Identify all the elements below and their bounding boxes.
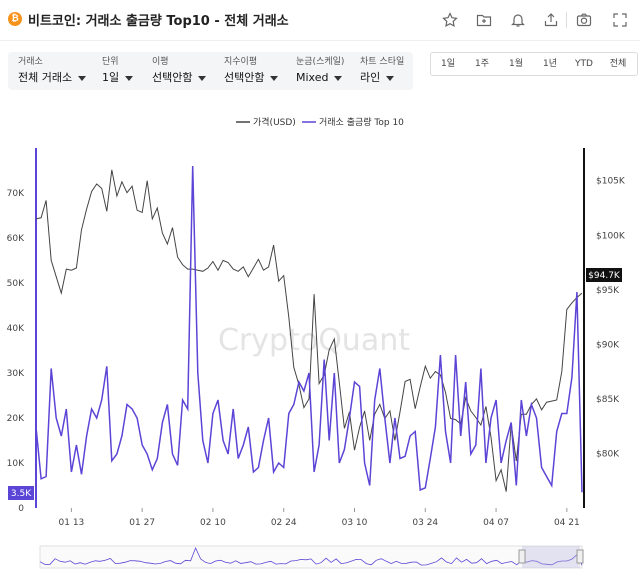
right-tick-label: $105K — [596, 177, 626, 187]
bell-icon[interactable] — [508, 10, 528, 30]
scale-value-text: Mixed — [296, 71, 329, 84]
chevron-down-icon — [270, 75, 279, 81]
navigator-left-handle[interactable] — [518, 549, 526, 564]
exchange-value: 전체 거래소 — [18, 70, 98, 86]
range-selector: 1일 1주 1월 1년 YTD 전체 — [430, 52, 638, 76]
right-tick-label: $100K — [596, 231, 626, 241]
share-icon[interactable] — [541, 10, 561, 30]
navigator-track — [39, 545, 583, 569]
left-tick-label: 40K — [7, 324, 25, 334]
price-last-value: $94.7K — [586, 268, 622, 282]
navigator[interactable] — [39, 545, 584, 569]
flow-last-value-bg — [8, 486, 34, 500]
left-tick-label: 20K — [7, 414, 25, 424]
bitcoin-icon: ₿ — [8, 12, 22, 26]
exchange-label: 거래소 — [18, 57, 43, 67]
x-tick-label: 04 21 — [554, 518, 580, 528]
range-all-button[interactable]: 전체 — [609, 59, 627, 69]
navigator-selection[interactable] — [522, 546, 580, 568]
ma-value: 선택안함 — [152, 70, 220, 86]
scale-value: Mixed — [296, 70, 356, 86]
right-y-axis: $80K $85K $90K $95K $100K $105K — [583, 148, 626, 508]
unit-value-text: 1일 — [102, 71, 120, 84]
range-ytd-button[interactable]: YTD — [575, 59, 593, 69]
right-tick-label: $85K — [596, 395, 620, 405]
chevron-down-icon — [386, 75, 395, 81]
left-tick-label: 30K — [7, 369, 25, 379]
ma-label: 이평 — [152, 57, 169, 67]
watermark: CryptoQuant — [218, 323, 410, 358]
price-series-line — [35, 169, 583, 492]
navigator-series-line — [39, 546, 583, 566]
price-last-value-label: $94.7K — [588, 271, 621, 281]
expand-icon[interactable] — [610, 10, 630, 30]
x-axis: 01 13 01 27 02 10 02 24 03 10 03 24 04 07 04 21 — [59, 508, 580, 528]
right-tick-label: $95K — [596, 286, 620, 296]
unit-label: 단위 — [102, 57, 119, 67]
left-tick-label: 70K — [7, 189, 25, 199]
ma-value-text: 선택안함 — [152, 71, 193, 84]
star-icon[interactable] — [440, 10, 460, 30]
x-tick-label: 03 10 — [342, 518, 368, 528]
unit-value: 1일 — [102, 70, 148, 86]
x-tick-label: 01 27 — [129, 518, 155, 528]
legend-flow-label[interactable]: 거래소 출금량 Top 10 — [319, 116, 404, 128]
style-select[interactable]: 차트 스타일 라인 — [360, 56, 412, 88]
chart-controls: 거래소 전체 거래소 단위 1일 이평 선택안함 지수이평 선택안함 눈금(스케… — [8, 52, 413, 90]
ema-value-text: 선택안함 — [224, 71, 265, 84]
legend: 가격(USD) 거래소 출금량 Top 10 — [236, 116, 404, 128]
chevron-down-icon — [334, 75, 343, 81]
ema-value: 선택안함 — [224, 70, 292, 86]
toolbar-divider — [566, 12, 567, 28]
x-tick-label: 01 13 — [59, 518, 85, 528]
x-tick-label: 03 24 — [412, 518, 438, 528]
chevron-down-icon — [198, 75, 207, 81]
navigator-right-handle[interactable] — [576, 549, 584, 564]
style-value: 라인 — [360, 70, 412, 86]
chart-header: ₿ 비트코인: 거래소 출금량 Top10 - 전체 거래소 — [0, 0, 640, 41]
page-title: 비트코인: 거래소 출금량 Top10 - 전체 거래소 — [28, 14, 289, 29]
camera-icon[interactable] — [574, 10, 594, 30]
ma-select[interactable]: 이평 선택안함 — [152, 56, 220, 88]
style-value-text: 라인 — [360, 71, 381, 84]
range-1y-button[interactable]: 1년 — [542, 59, 557, 69]
ema-label: 지수이평 — [224, 57, 258, 67]
x-tick-label: 04 07 — [483, 518, 509, 528]
flow-last-value: 3.5K — [8, 486, 34, 500]
left-tick-label: 10K — [7, 459, 25, 469]
price-last-value-bg — [586, 268, 622, 282]
right-tick-label: $80K — [596, 449, 620, 459]
chevron-down-icon — [125, 75, 134, 81]
folder-add-icon[interactable] — [474, 10, 494, 30]
right-tick-label: $90K — [596, 340, 620, 350]
left-tick-label: 0 — [18, 504, 24, 514]
exchange-value-text: 전체 거래소 — [18, 71, 73, 84]
chart-area[interactable]: 가격(USD) 거래소 출금량 Top 10 CryptoQuant 0 10K 2… — [0, 108, 640, 586]
exchange-select[interactable]: 거래소 전체 거래소 — [18, 56, 98, 88]
range-1w-button[interactable]: 1주 — [474, 59, 489, 69]
scale-label: 눈금(스케일) — [296, 57, 345, 67]
range-1d-button[interactable]: 1일 — [440, 59, 455, 69]
range-1m-button[interactable]: 1월 — [508, 59, 523, 69]
left-tick-label: 50K — [7, 279, 25, 289]
style-label: 차트 스타일 — [360, 57, 405, 67]
flow-last-value-label: 3.5K — [11, 489, 32, 499]
x-tick-label: 02 24 — [271, 518, 297, 528]
ema-select[interactable]: 지수이평 선택안함 — [224, 56, 292, 88]
legend-price-label[interactable]: 가격(USD) — [253, 116, 296, 128]
left-tick-label: 60K — [7, 234, 25, 244]
unit-select[interactable]: 단위 1일 — [102, 56, 148, 88]
flow-series-line — [35, 165, 583, 493]
x-tick-label: 02 10 — [200, 518, 226, 528]
left-y-axis: 0 10K 20K 30K 40K 50K 60K 70K — [7, 148, 37, 514]
scale-select[interactable]: 눈금(스케일) Mixed — [296, 56, 356, 88]
chevron-down-icon — [78, 75, 87, 81]
